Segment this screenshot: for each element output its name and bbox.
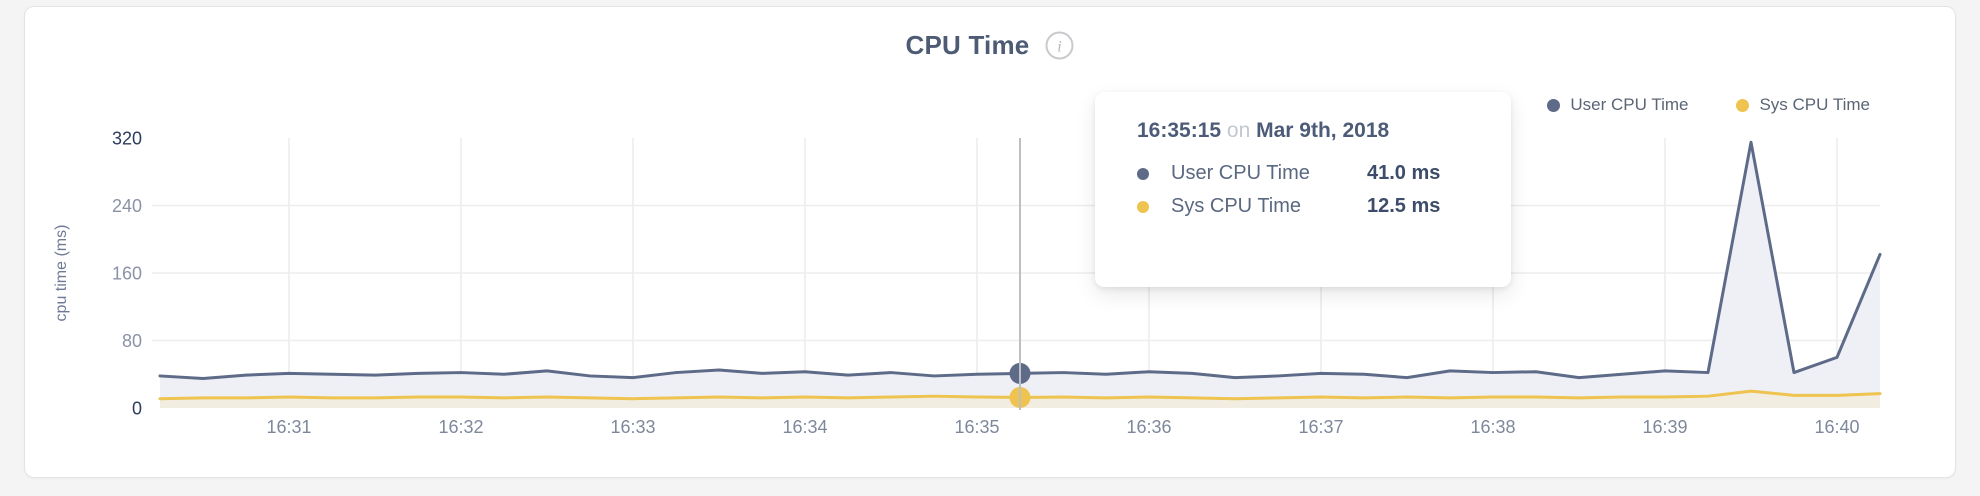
- legend-item-user[interactable]: User CPU Time: [1547, 95, 1688, 115]
- tooltip: 16:35:15 on Mar 9th, 2018 User CPU Time …: [1095, 92, 1511, 287]
- tooltip-row-sys: Sys CPU Time 12.5 ms: [1137, 190, 1511, 223]
- chart-header: CPU Time i: [0, 30, 1980, 61]
- y-tick-label: 160: [112, 264, 142, 284]
- tooltip-sys-label: Sys CPU Time: [1171, 195, 1302, 217]
- info-icon[interactable]: i: [1045, 31, 1074, 60]
- legend-item-sys[interactable]: Sys CPU Time: [1736, 95, 1870, 115]
- user-series-dot-icon: [1547, 98, 1561, 112]
- x-tick-label: 16:40: [1814, 417, 1859, 437]
- tooltip-date: Mar 9th, 2018: [1256, 119, 1390, 142]
- svg-text:i: i: [1058, 39, 1062, 56]
- user-area-fill: [160, 142, 1880, 408]
- tooltip-sys-value: 12.5 ms: [1367, 195, 1441, 217]
- x-tick-label: 16:39: [1642, 417, 1687, 437]
- sys-series-dot-icon: [1736, 98, 1750, 112]
- chart-title: CPU Time: [905, 30, 1030, 60]
- x-tick-label: 16:33: [610, 417, 655, 437]
- y-tick-label: 320: [112, 129, 142, 149]
- tooltip-connector: on: [1226, 119, 1251, 142]
- legend: User CPU Time Sys CPU Time: [1547, 95, 1870, 115]
- tooltip-user-label: User CPU Time: [1171, 162, 1310, 184]
- legend-label-sys: Sys CPU Time: [1759, 95, 1870, 114]
- tooltip-sys-dot-icon: [1137, 200, 1149, 213]
- tooltip-timestamp: 16:35:15 on Mar 9th, 2018: [1137, 119, 1511, 143]
- tooltip-row-user: User CPU Time 41.0 ms: [1137, 157, 1511, 190]
- x-tick-label: 16:34: [782, 417, 827, 437]
- y-tick-label: 0: [132, 399, 142, 419]
- y-tick-label: 80: [122, 331, 142, 351]
- tooltip-time: 16:35:15: [1137, 119, 1222, 142]
- y-tick-label: 240: [112, 196, 142, 216]
- x-tick-label: 16:37: [1298, 417, 1343, 437]
- tooltip-user-value: 41.0 ms: [1367, 162, 1441, 184]
- x-tick-label: 16:31: [266, 417, 311, 437]
- x-tick-label: 16:38: [1470, 417, 1515, 437]
- legend-label-user: User CPU Time: [1570, 95, 1689, 114]
- x-tick-label: 16:32: [438, 417, 483, 437]
- tooltip-user-dot-icon: [1137, 167, 1149, 180]
- x-tick-label: 16:36: [1126, 417, 1171, 437]
- x-tick-label: 16:35: [954, 417, 999, 437]
